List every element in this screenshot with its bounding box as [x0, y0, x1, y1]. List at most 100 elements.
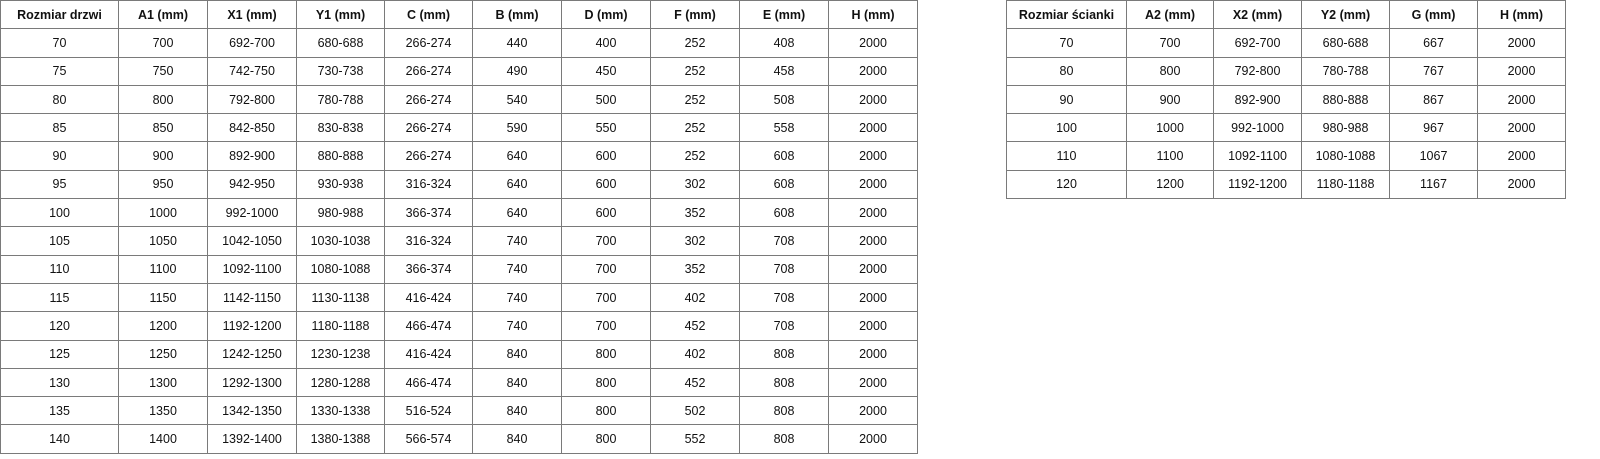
- table-cell: 70: [0, 28, 119, 58]
- table-row: 100 1000 992-1000 980-988 366-374 640 600 352 60…: [0, 198, 918, 228]
- table-row: 70 700 692-700 680-688 667 2000: [1006, 28, 1566, 58]
- column-header: F (mm): [650, 0, 740, 30]
- table-row: 70 700 692-700 680-688 266-274 440 400 252 408 20…: [0, 28, 918, 58]
- table-cell: 552: [650, 424, 740, 454]
- table-cell: 115: [0, 282, 119, 313]
- table-cell: 880-888: [296, 141, 385, 171]
- table-cell: 1330-1338: [296, 396, 385, 426]
- table-cell: 800: [561, 367, 651, 398]
- table-cell: 1192-1200: [1213, 169, 1302, 200]
- table-cell: 135: [0, 396, 119, 426]
- table-cell: 1100: [1126, 141, 1214, 171]
- table-cell: 780-788: [1301, 56, 1390, 86]
- table-header-row: Rozmiar ścianki A2 (mm) X2 (mm) Y2 (mm) G (m…: [1006, 0, 1566, 30]
- column-header: A2 (mm): [1126, 0, 1214, 30]
- table-cell: 366-374: [384, 254, 473, 284]
- table-cell: 302: [650, 226, 740, 256]
- table-row: 90 900 892-900 880-888 266-274 640 600 252 608 20…: [0, 141, 918, 171]
- table-cell: 640: [472, 169, 562, 200]
- table-cell: 680-688: [296, 28, 385, 58]
- table-cell: 90: [1006, 84, 1127, 115]
- table-cell: 667: [1389, 28, 1478, 58]
- table-cell: 640: [472, 198, 562, 228]
- table-cell: 1030-1038: [296, 226, 385, 256]
- table-cell: 70: [1006, 28, 1127, 58]
- table-cell: 740: [472, 254, 562, 284]
- table-cell: 452: [650, 311, 740, 341]
- table-cell: 2000: [1477, 141, 1566, 171]
- table-cell: 125: [0, 339, 119, 369]
- table-row: 115 1150 1142-1150 1130-1138 416-424 740 700 40…: [0, 282, 918, 313]
- table-cell: 840: [472, 424, 562, 454]
- table-row: 80 800 792-800 780-788 266-274 540 500 252 508 20…: [0, 84, 918, 115]
- table-cell: 452: [650, 367, 740, 398]
- table-row: 75 750 742-750 730-738 266-274 490 450 252 458 20…: [0, 56, 918, 86]
- table-cell: 1242-1250: [207, 339, 297, 369]
- table-cell: 740: [472, 226, 562, 256]
- table-cell: 252: [650, 56, 740, 86]
- table-cell: 767: [1389, 56, 1478, 86]
- wall-dimensions-table: Rozmiar ścianki A2 (mm) X2 (mm) Y2 (mm) G (m…: [1006, 0, 1566, 200]
- table-cell: 1080-1088: [296, 254, 385, 284]
- table-cell: 402: [650, 282, 740, 313]
- table-cell: 800: [561, 339, 651, 369]
- table-row: 105 1050 1042-1050 1030-1038 316-324 740 700 30…: [0, 226, 918, 256]
- table-row: 120 1200 1192-1200 1180-1188 466-474 740 700 45…: [0, 311, 918, 341]
- table-cell: 466-474: [384, 311, 473, 341]
- table-cell: 440: [472, 28, 562, 58]
- table-cell: 85: [0, 113, 119, 143]
- table-cell: 500: [561, 84, 651, 115]
- table-cell: 302: [650, 169, 740, 200]
- table-cell: 600: [561, 169, 651, 200]
- table-cell: 110: [0, 254, 119, 284]
- column-header: H (mm): [828, 0, 918, 30]
- table-cell: 808: [739, 339, 829, 369]
- table-cell: 1050: [118, 226, 208, 256]
- table-cell: 808: [739, 367, 829, 398]
- table-cell: 2000: [1477, 56, 1566, 86]
- table-cell: 1092-1100: [207, 254, 297, 284]
- table-cell: 840: [472, 339, 562, 369]
- table-row: 100 1000 992-1000 980-988 967 2000: [1006, 113, 1566, 143]
- table-cell: 700: [118, 28, 208, 58]
- table-cell: 2000: [828, 198, 918, 228]
- table-cell: 252: [650, 113, 740, 143]
- table-cell: 600: [561, 198, 651, 228]
- column-header: H (mm): [1477, 0, 1566, 30]
- table-cell: 266-274: [384, 113, 473, 143]
- column-header: D (mm): [561, 0, 651, 30]
- table-cell: 2000: [828, 339, 918, 369]
- table-cell: 590: [472, 113, 562, 143]
- table-cell: 840: [472, 367, 562, 398]
- column-header: G (mm): [1389, 0, 1478, 30]
- column-header: X1 (mm): [207, 0, 297, 30]
- column-header: Rozmiar drzwi: [0, 0, 119, 30]
- table-cell: 100: [0, 198, 119, 228]
- table-row: 85 850 842-850 830-838 266-274 590 550 252 558 20…: [0, 113, 918, 143]
- table-cell: 466-474: [384, 367, 473, 398]
- table-cell: 516-524: [384, 396, 473, 426]
- table-header-row: Rozmiar drzwi A1 (mm) X1 (mm) Y1 (mm) C (mm)…: [0, 0, 918, 30]
- table-row: 140 1400 1392-1400 1380-1388 566-574 840 800 55…: [0, 424, 918, 454]
- table-cell: 700: [561, 282, 651, 313]
- table-cell: 2000: [828, 226, 918, 256]
- table-cell: 700: [561, 226, 651, 256]
- table-cell: 1180-1188: [296, 311, 385, 341]
- table-cell: 740: [472, 311, 562, 341]
- table-cell: 800: [561, 424, 651, 454]
- column-header: Rozmiar ścianki: [1006, 0, 1127, 30]
- table-cell: 1000: [118, 198, 208, 228]
- table-cell: 780-788: [296, 84, 385, 115]
- table-cell: 892-900: [1213, 84, 1302, 115]
- table-cell: 266-274: [384, 141, 473, 171]
- column-header: Y1 (mm): [296, 0, 385, 30]
- table-cell: 800: [1126, 56, 1214, 86]
- table-cell: 950: [118, 169, 208, 200]
- table-cell: 1342-1350: [207, 396, 297, 426]
- table-cell: 792-800: [1213, 56, 1302, 86]
- table-cell: 1142-1150: [207, 282, 297, 313]
- table-cell: 1300: [118, 367, 208, 398]
- table-cell: 900: [1126, 84, 1214, 115]
- table-cell: 1150: [118, 282, 208, 313]
- table-cell: 490: [472, 56, 562, 86]
